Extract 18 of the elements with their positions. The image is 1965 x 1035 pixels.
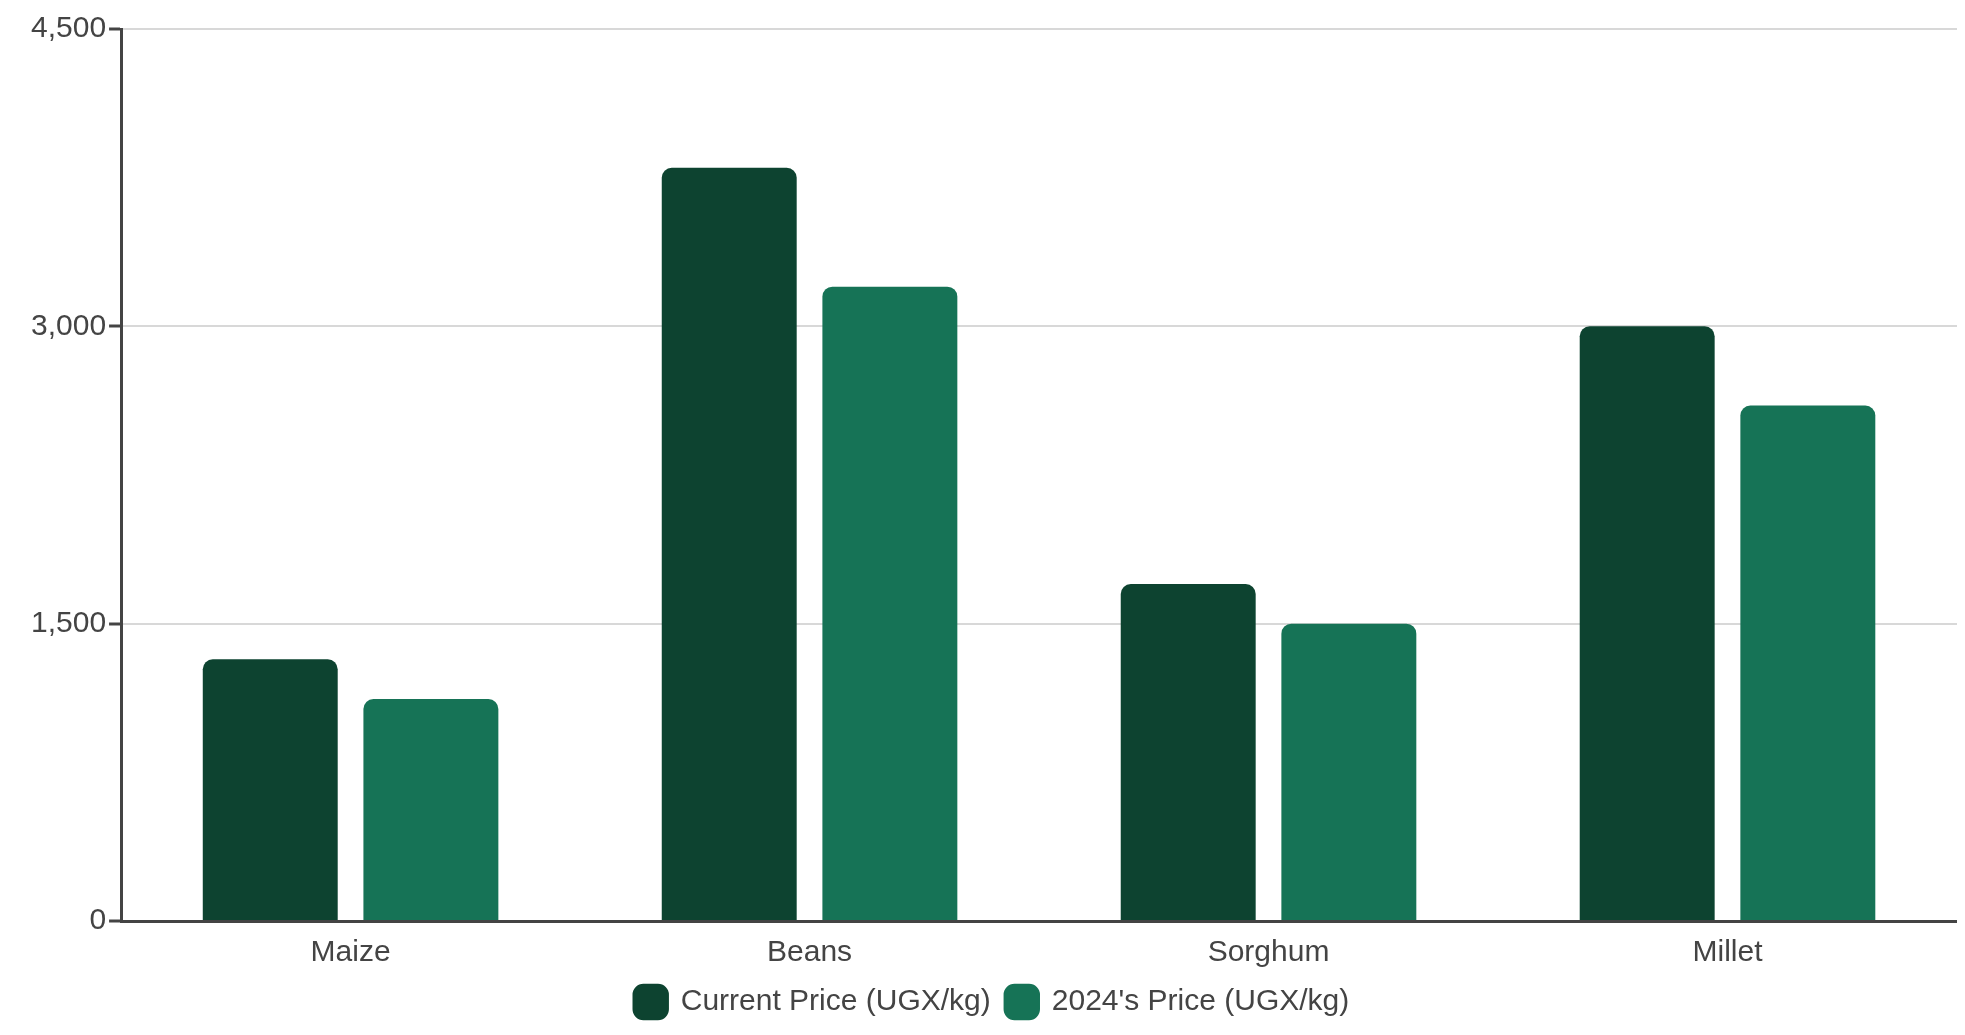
x-tick-label: Maize <box>310 934 391 968</box>
y-tick-label: 0 <box>89 902 107 936</box>
y-tick-label: 1,500 <box>31 604 107 638</box>
bar <box>1281 623 1417 920</box>
legend-label: Current Price (UGX/kg) <box>680 983 991 1017</box>
x-tick-label: Sorghum <box>1207 934 1330 968</box>
legend-label: 2024's Price (UGX/kg) <box>1051 983 1350 1017</box>
y-tick-label: 4,500 <box>31 10 107 44</box>
x-tick-label: Beans <box>767 934 853 968</box>
bar <box>822 286 958 920</box>
bar <box>1740 405 1876 920</box>
bar <box>661 167 797 920</box>
bar <box>1120 584 1256 920</box>
bar <box>1579 326 1715 920</box>
bar <box>363 698 499 920</box>
y-tick-label: 3,000 <box>31 307 107 341</box>
bar <box>202 659 338 920</box>
x-tick-label: Millet <box>1692 934 1764 968</box>
